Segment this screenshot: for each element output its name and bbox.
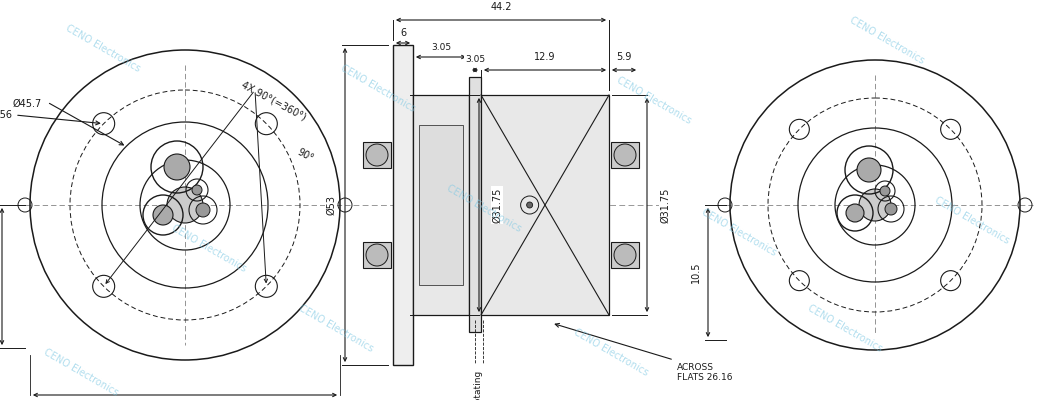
Circle shape bbox=[192, 185, 202, 195]
Circle shape bbox=[164, 154, 190, 180]
Text: CENO Electronics: CENO Electronics bbox=[297, 303, 375, 353]
Circle shape bbox=[880, 186, 890, 196]
Circle shape bbox=[614, 244, 636, 266]
Text: 5.9: 5.9 bbox=[616, 52, 632, 62]
Text: CENO Electronics: CENO Electronics bbox=[170, 223, 248, 273]
Text: CENO Electronics: CENO Electronics bbox=[848, 15, 926, 65]
Text: CENO Electronics: CENO Electronics bbox=[64, 23, 142, 73]
Text: Rotating: Rotating bbox=[474, 370, 482, 400]
Text: Ø31.75: Ø31.75 bbox=[660, 187, 670, 223]
Circle shape bbox=[856, 158, 881, 182]
Text: 44.2: 44.2 bbox=[490, 2, 512, 12]
Text: CENO Electronics: CENO Electronics bbox=[700, 207, 778, 257]
Text: 6: 6 bbox=[400, 28, 406, 38]
Text: Ø53: Ø53 bbox=[326, 195, 336, 215]
Bar bbox=[363, 242, 391, 268]
Bar bbox=[419, 125, 463, 285]
Bar bbox=[393, 45, 413, 365]
Circle shape bbox=[167, 187, 204, 223]
Bar bbox=[611, 242, 639, 268]
Text: 10.5: 10.5 bbox=[691, 262, 701, 283]
Text: 12.9: 12.9 bbox=[534, 52, 555, 62]
Circle shape bbox=[846, 204, 864, 222]
Bar bbox=[611, 142, 639, 168]
Text: CENO Electronics: CENO Electronics bbox=[933, 195, 1011, 245]
Text: Ø45.7: Ø45.7 bbox=[13, 99, 42, 109]
Bar bbox=[469, 77, 481, 332]
Text: 4X Ø3.56: 4X Ø3.56 bbox=[0, 110, 12, 120]
Circle shape bbox=[366, 244, 388, 266]
Circle shape bbox=[366, 144, 388, 166]
Bar bbox=[481, 95, 610, 315]
Text: ACROSS
FLATS 26.16: ACROSS FLATS 26.16 bbox=[677, 363, 732, 382]
Text: 3.05: 3.05 bbox=[465, 56, 485, 64]
Bar bbox=[413, 95, 469, 315]
Bar bbox=[363, 142, 391, 168]
Text: 3.05: 3.05 bbox=[431, 42, 452, 52]
Circle shape bbox=[196, 203, 210, 217]
Circle shape bbox=[885, 203, 897, 215]
Circle shape bbox=[614, 144, 636, 166]
Text: CENO Electronics: CENO Electronics bbox=[806, 303, 884, 353]
Text: CENO Electronics: CENO Electronics bbox=[615, 75, 693, 125]
Text: 4X 90°(=360°): 4X 90°(=360°) bbox=[240, 80, 308, 122]
Circle shape bbox=[153, 205, 173, 225]
Text: CENO Electronics: CENO Electronics bbox=[572, 327, 651, 377]
Text: CENO Electronics: CENO Electronics bbox=[339, 63, 418, 113]
Text: 90°: 90° bbox=[295, 146, 315, 164]
Text: CENO Electronics: CENO Electronics bbox=[445, 183, 524, 233]
Circle shape bbox=[859, 189, 891, 221]
Text: Ø31.75: Ø31.75 bbox=[492, 187, 502, 223]
Text: CENO Electronics: CENO Electronics bbox=[42, 347, 121, 397]
Circle shape bbox=[527, 202, 532, 208]
